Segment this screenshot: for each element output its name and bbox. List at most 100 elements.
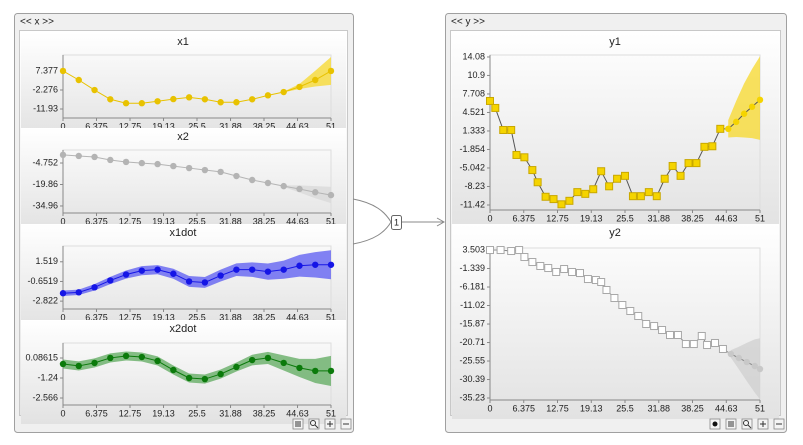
marker <box>312 76 319 84</box>
marker <box>528 166 537 175</box>
marker <box>201 96 209 103</box>
marker <box>568 267 577 276</box>
marker <box>756 96 764 104</box>
marker <box>233 172 240 180</box>
y-tick-label: -8.23 <box>464 181 485 191</box>
x-tick-label: 12.75 <box>119 121 142 131</box>
x-tick-label: 19.13 <box>152 408 175 418</box>
marker <box>589 185 598 194</box>
x-tick-label: 44.63 <box>286 408 309 418</box>
marker <box>185 278 193 285</box>
x-tick-label: 38.25 <box>253 312 276 322</box>
add-button[interactable] <box>757 418 769 430</box>
x-tick-label: 25.5 <box>188 121 206 131</box>
x-tick-label: 0 <box>60 312 65 322</box>
marker <box>248 356 256 364</box>
marker <box>170 366 177 374</box>
x-tick-label: 51 <box>326 121 336 131</box>
marker <box>576 269 584 278</box>
x-tick-label: 51 <box>326 312 336 322</box>
marker <box>296 83 303 91</box>
y-tick-label: -1.339 <box>459 263 485 273</box>
marker <box>618 301 627 310</box>
x-tick-label: 12.75 <box>546 213 569 223</box>
marker <box>748 103 756 110</box>
confidence-band <box>730 338 760 400</box>
marker <box>697 331 706 340</box>
collapse-button[interactable] <box>292 418 304 430</box>
x-tick-label: 25.5 <box>616 213 634 223</box>
marker <box>264 179 272 187</box>
marker <box>217 99 224 106</box>
marker <box>689 340 698 349</box>
marker <box>557 200 566 209</box>
marker <box>711 338 719 347</box>
zoom-button[interactable] <box>741 418 753 430</box>
panel-title[interactable]: << x >> <box>20 17 54 28</box>
marker <box>499 126 508 135</box>
x-tick-label: 0 <box>487 403 492 413</box>
marker <box>515 246 524 255</box>
record-button[interactable] <box>709 418 721 430</box>
chart-title: x2 <box>177 131 189 143</box>
x-tick-label: 19.13 <box>152 121 175 131</box>
marker <box>486 96 494 105</box>
marker <box>312 261 319 268</box>
marker <box>280 182 287 190</box>
y-tick-label: -5.042 <box>459 162 485 172</box>
x-tick-label: 6.375 <box>85 312 108 322</box>
marker <box>610 294 619 303</box>
y-tick-label: -34.96 <box>32 200 58 210</box>
marker <box>716 124 725 133</box>
marker <box>170 162 177 170</box>
y-tick-label: -15.87 <box>459 318 485 328</box>
marker <box>573 188 582 197</box>
marker <box>658 325 667 334</box>
marker <box>217 168 224 176</box>
panel-title[interactable]: << y >> <box>451 17 485 28</box>
remove-button[interactable] <box>773 418 785 430</box>
marker <box>138 159 146 167</box>
x-toolbar <box>292 418 352 430</box>
marker <box>122 271 130 278</box>
marker <box>185 94 193 101</box>
zoom-button[interactable] <box>308 418 320 430</box>
marker <box>233 266 240 273</box>
marker <box>154 357 161 365</box>
remove-button[interactable] <box>340 418 352 430</box>
marker <box>605 182 614 191</box>
marker <box>544 264 553 273</box>
marker <box>700 142 709 151</box>
marker <box>170 270 177 277</box>
add-button[interactable] <box>324 418 336 430</box>
y-tick-label: -2.276 <box>32 84 58 94</box>
marker <box>666 331 674 340</box>
marker <box>491 103 500 112</box>
y-tick-label: -6.181 <box>459 281 485 291</box>
confidence-band <box>63 250 331 296</box>
connector-box[interactable] <box>391 215 402 230</box>
marker <box>185 164 193 172</box>
marker <box>91 153 98 161</box>
x-tick-label: 6.375 <box>512 213 535 223</box>
x-tick-label: 19.13 <box>152 312 175 322</box>
y-tick-label: -11.02 <box>460 300 485 310</box>
marker <box>727 350 735 358</box>
marker <box>650 322 659 331</box>
chart-title: y1 <box>609 36 621 48</box>
y-tick-label: -30.39 <box>459 374 485 384</box>
marker <box>718 344 727 353</box>
marker <box>107 277 114 284</box>
marker <box>751 362 758 370</box>
y-tick-label: 1.519 <box>35 256 58 266</box>
x-tick-label: 51 <box>755 403 765 413</box>
y-tick-label: 4.521 <box>462 107 485 117</box>
x-tick-label: 12.75 <box>546 403 569 413</box>
marker <box>107 354 114 362</box>
marker <box>91 284 98 291</box>
collapse-button[interactable] <box>725 418 737 430</box>
marker <box>248 96 256 103</box>
x-tick-label: 31.88 <box>648 403 671 413</box>
x-tick-label: 19.13 <box>580 213 603 223</box>
